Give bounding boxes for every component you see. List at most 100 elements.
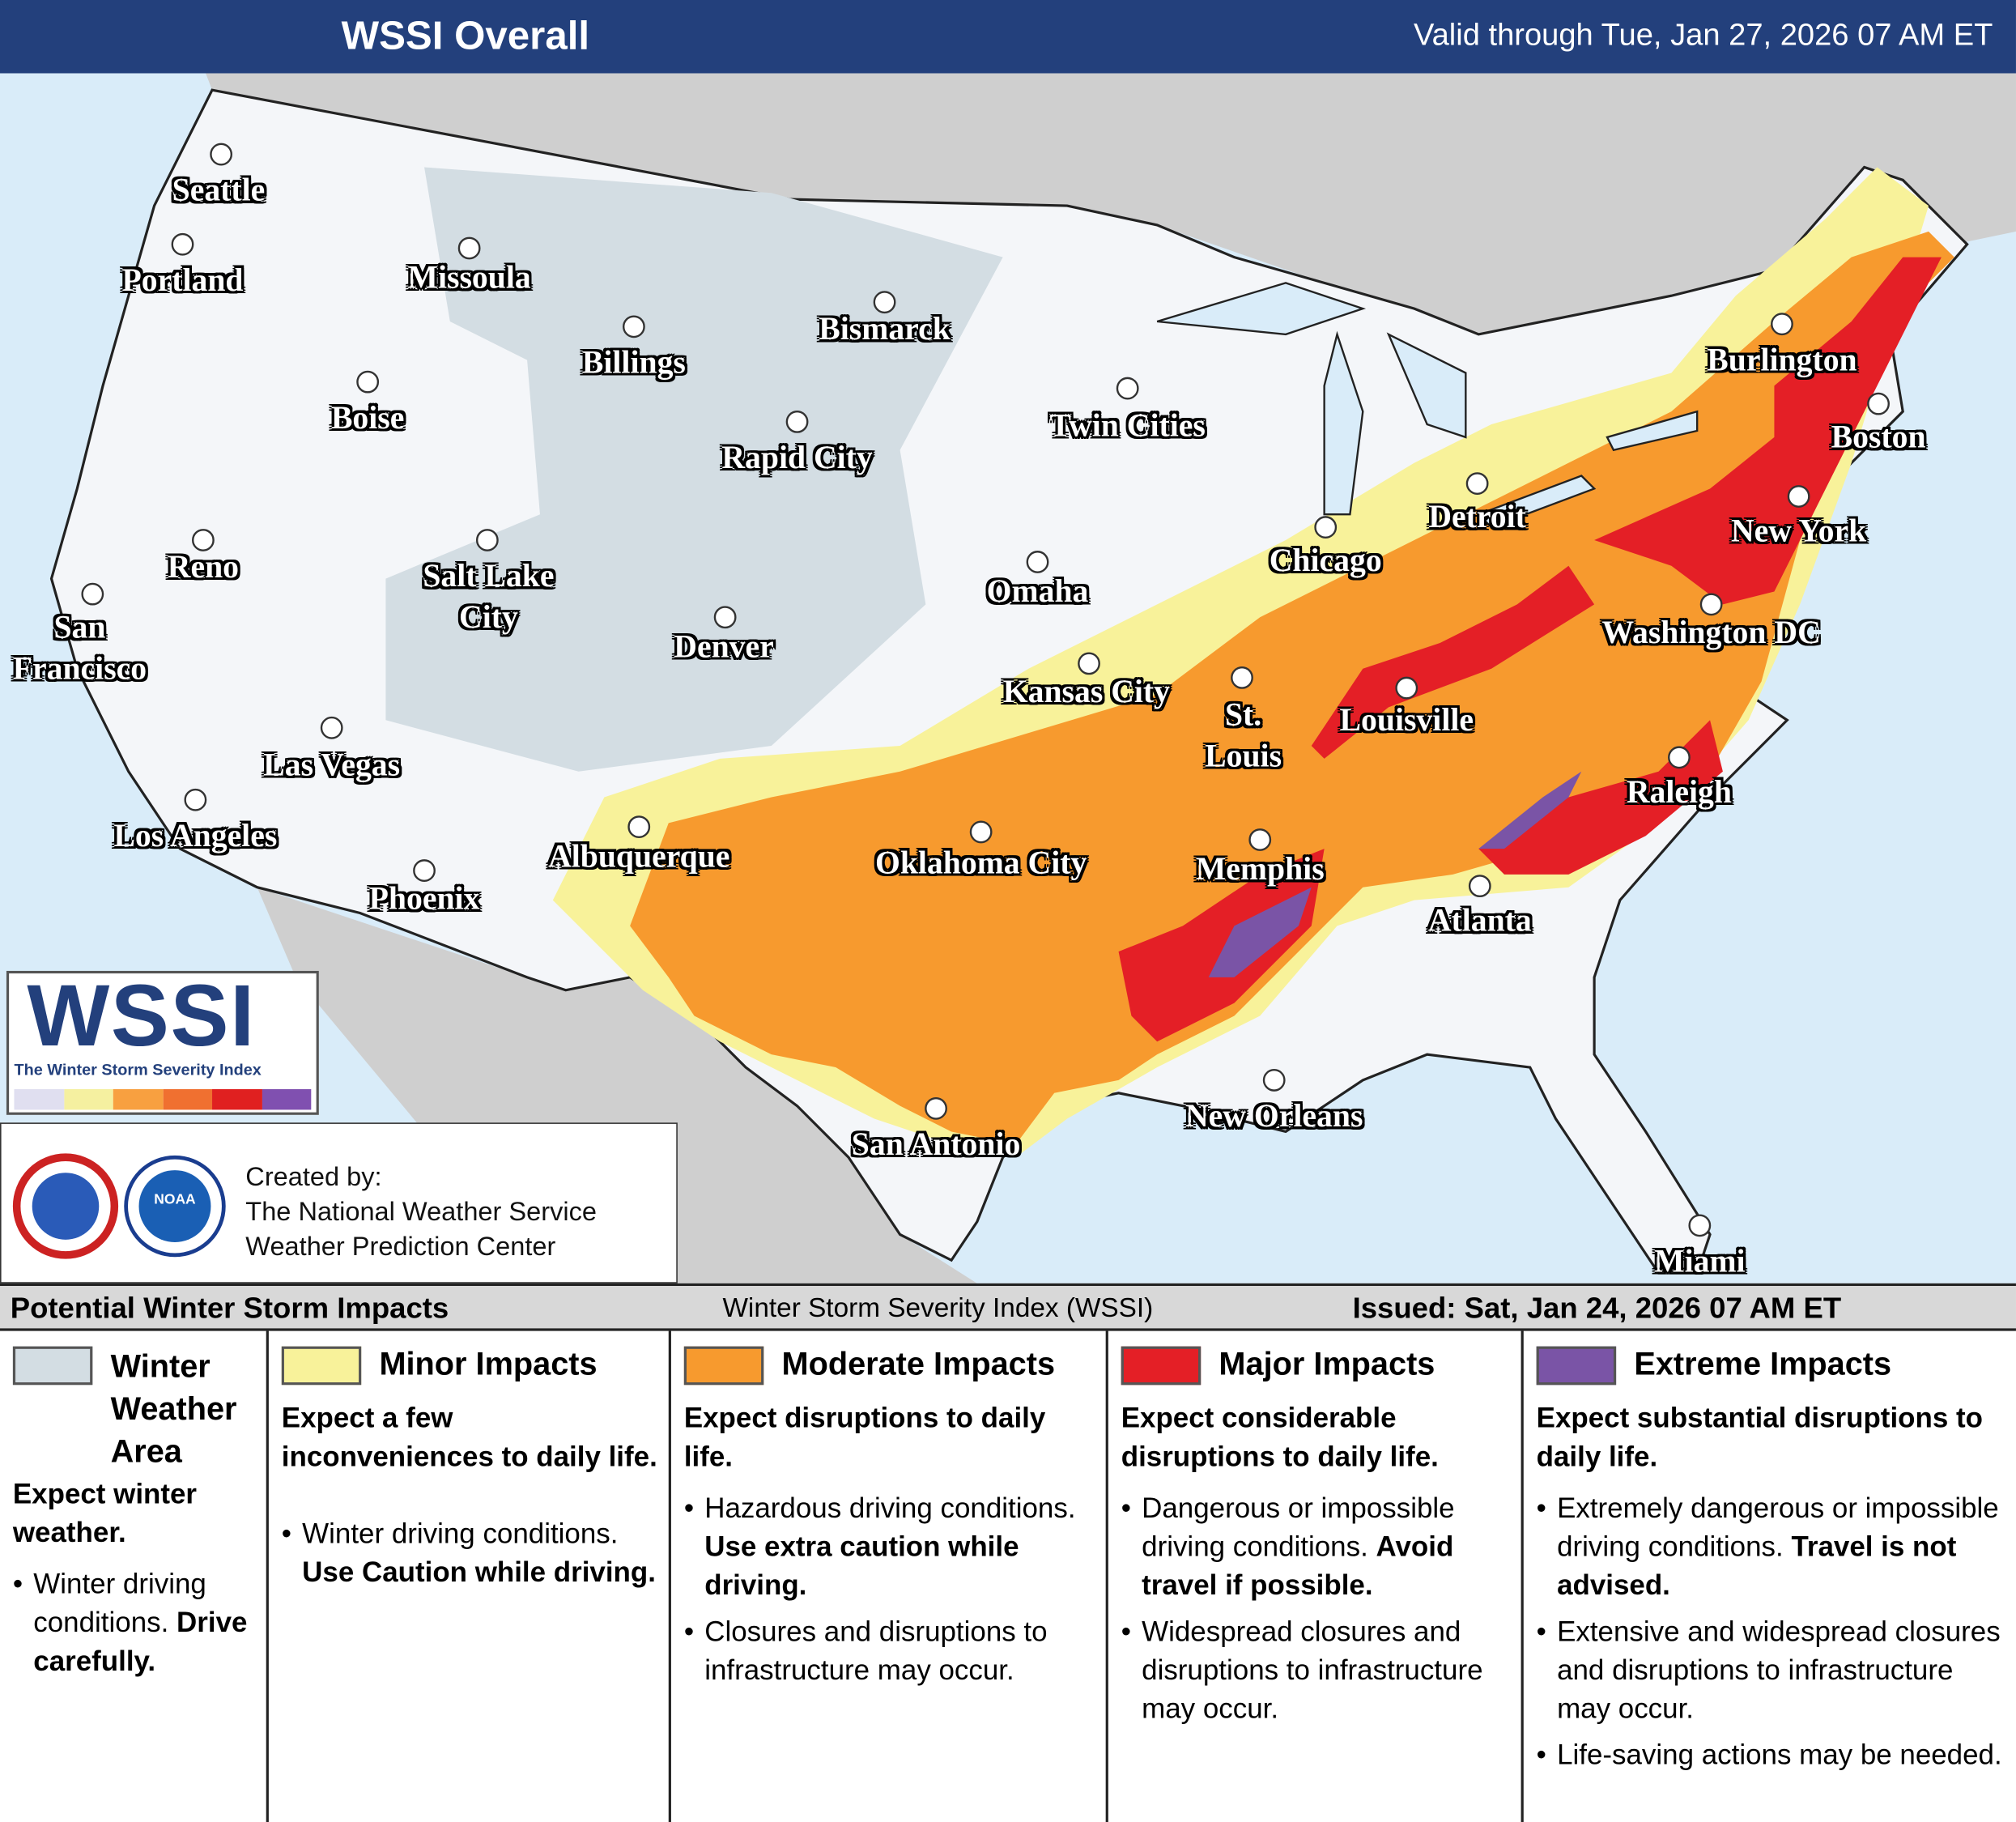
city-marker — [1771, 313, 1793, 336]
agency-logos: NOAA — [12, 1153, 226, 1259]
city-marker — [1116, 377, 1139, 400]
city-label: Boston — [1831, 420, 1926, 456]
legend-column: Extreme Impacts Expect substantial disrup… — [1521, 1330, 2016, 1822]
issued: Issued: Sat, Jan 24, 2026 07 AM ET — [1352, 1291, 1842, 1325]
canada — [206, 73, 2016, 334]
legend-bullets: Dangerous or impossible driving conditio… — [1121, 1489, 1519, 1736]
legend-summary: Expect winter weather. — [12, 1477, 198, 1548]
title: WSSI Overall — [341, 12, 590, 58]
city-marker — [457, 236, 481, 260]
city-label: Reno — [167, 550, 240, 585]
city-marker — [713, 606, 737, 629]
city-marker — [1078, 652, 1100, 675]
credit-line: Weather Prediction Center — [245, 1232, 556, 1262]
city-marker — [1668, 746, 1691, 769]
legend-bullet: Closures and disruptions to infrastructu… — [684, 1612, 1104, 1689]
bullet-text: Winter driving conditions. — [33, 1567, 206, 1639]
city-marker — [1867, 392, 1890, 415]
bullet-emphasis: Drive carefully. — [33, 1606, 248, 1677]
city-marker — [1231, 666, 1253, 689]
legend-bullets: Hazardous driving conditions. Use extra … — [684, 1489, 1104, 1697]
city-label: San Antonio — [851, 1127, 1021, 1163]
bullet-emphasis: Use extra caution while driving. — [704, 1530, 1019, 1602]
city-label: Seattle — [172, 173, 266, 209]
major-areas — [1118, 257, 1942, 1042]
bullet-text: Widespread closures and disruptions to i… — [1142, 1615, 1483, 1725]
city-label: Phoenix — [368, 882, 480, 917]
city-marker — [413, 859, 436, 882]
lake — [1323, 330, 1364, 516]
logo-colorbar — [14, 1089, 312, 1110]
legend-summary: Expect a few inconveniences to daily lif… — [281, 1401, 657, 1473]
city-marker — [192, 529, 215, 551]
city-marker — [1465, 472, 1489, 495]
legend-bullets: Extremely dangerous or impossible drivin… — [1537, 1489, 2014, 1782]
city-label: Salt Lake City — [423, 559, 555, 636]
city-label: Burlington — [1707, 343, 1857, 378]
city-marker — [627, 815, 651, 838]
city-label: Oklahoma City — [874, 845, 1087, 881]
city-marker — [81, 582, 104, 606]
legend-column: Moderate Impacts Expect disruptions to da… — [668, 1330, 1106, 1822]
legend: Potential Winter Storm Impacts Winter St… — [0, 1283, 2016, 1822]
city-label: Billings — [581, 346, 686, 381]
city-label: Chicago — [1269, 543, 1382, 579]
city-label: Denver — [674, 630, 774, 665]
legend-summary: Expect disruptions to daily life. — [683, 1401, 1046, 1473]
legend-swatch — [281, 1346, 362, 1386]
bullet-emphasis: Travel is not advised. — [1557, 1530, 1957, 1602]
city-marker — [1026, 551, 1049, 573]
city-marker — [320, 716, 343, 739]
city-label: Boise — [330, 401, 405, 436]
noaa-logo-inner — [138, 1170, 211, 1243]
city-marker — [171, 232, 194, 256]
legend-title: Potential Winter Storm Impacts — [10, 1291, 449, 1325]
bullet-emphasis: Use Caution while driving. — [302, 1556, 656, 1589]
bullet-emphasis: Avoid travel if possible. — [1142, 1530, 1454, 1602]
legend-name: Major Impacts — [1219, 1346, 1435, 1383]
city-marker — [210, 143, 233, 166]
logo-subtitle: The Winter Storm Severity Index — [14, 1061, 262, 1079]
extreme-areas — [1208, 771, 1582, 977]
major-area — [1478, 720, 1723, 875]
noaa-text: NOAA — [154, 1190, 196, 1207]
legend-swatch — [683, 1346, 764, 1386]
city-label: Missoula — [407, 261, 531, 296]
legend-column: Winter Weather Area Expect winter weather… — [0, 1331, 266, 1822]
city-markers — [81, 143, 1890, 1237]
map — [0, 73, 2016, 1283]
legend-subtitle: Winter Storm Severity Index (WSSI) — [722, 1293, 1154, 1324]
city-marker — [1395, 676, 1418, 700]
major-area — [1594, 257, 1942, 605]
city-label: Washington DC — [1601, 615, 1821, 651]
major-area — [1118, 849, 1325, 1042]
moderate-area — [630, 231, 1954, 1145]
city-marker — [1787, 485, 1810, 508]
bullet-text: Winter driving conditions. — [302, 1517, 619, 1550]
city-label: St. Louis — [1205, 698, 1282, 774]
city-label: Twin Cities — [1049, 408, 1206, 444]
legend-bullet: Extremely dangerous or impossible drivin… — [1537, 1489, 2014, 1605]
legend-swatch — [12, 1346, 93, 1386]
city-marker — [1314, 516, 1338, 539]
lake — [1477, 475, 1597, 529]
city-marker — [184, 788, 207, 811]
city-label: Bismarck — [819, 312, 951, 347]
city-label: Omaha — [986, 574, 1089, 610]
city-marker — [1699, 593, 1723, 616]
city-marker — [622, 315, 645, 338]
city-label: Louisville — [1339, 703, 1474, 739]
great-lakes — [1156, 282, 1699, 529]
city-marker — [925, 1096, 947, 1120]
city-label: San Francisco — [12, 611, 147, 687]
city-marker — [1248, 828, 1272, 851]
legend-bullets: Winter driving conditions. Drive careful… — [13, 1565, 261, 1688]
legend-summary: Expect substantial disruptions to daily … — [1536, 1401, 1983, 1473]
credit-line: The National Weather Service — [245, 1197, 597, 1227]
city-label: Las Vegas — [263, 748, 401, 784]
city-label: New Orleans — [1185, 1099, 1363, 1134]
mexico — [257, 887, 977, 1283]
city-label: Los Angeles — [113, 819, 278, 854]
legend-column: Major Impacts Expect considerable disrupt… — [1105, 1330, 1521, 1822]
legend-column: Minor Impacts Expect a few inconveniences… — [266, 1330, 669, 1822]
